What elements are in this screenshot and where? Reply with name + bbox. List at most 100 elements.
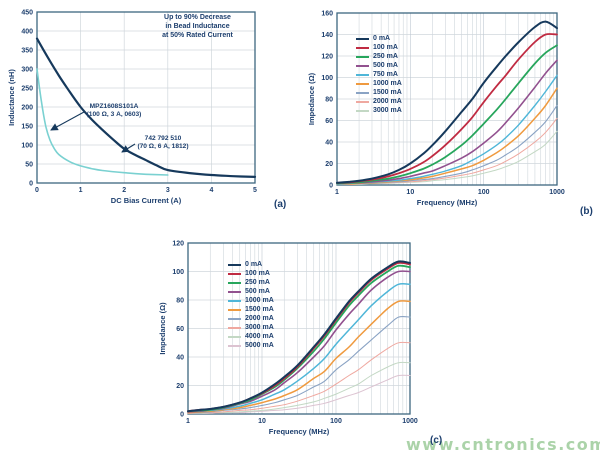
legend-item-750-mA: 750 mA xyxy=(356,70,402,79)
plot-border xyxy=(336,12,558,186)
chart-a-plot: 0 50 100 150 200 250 300 350 400 450 0 1 2 3 4 5 DC Bias… xyxy=(7,10,257,206)
legend-label: 2000 mA xyxy=(245,315,274,322)
legend-swatch xyxy=(228,308,241,311)
y-tick-label: 40 xyxy=(325,140,333,147)
legend-item-0-mA: 0 mA xyxy=(356,34,402,43)
legend-label: 1000 mA xyxy=(245,297,274,304)
x-axis-label: DC Bias Current (A) xyxy=(111,196,182,205)
x-axis-label: Frequency (MHz) xyxy=(417,198,478,207)
series-742-792-510-70-6-a-1812- xyxy=(35,37,257,178)
y-tick-label: 350 xyxy=(21,48,33,55)
legend-label: 500 mA xyxy=(245,288,270,295)
annotation-arrow xyxy=(121,143,136,153)
x-tick-label: 1000 xyxy=(402,418,418,425)
y-tick-label: 120 xyxy=(172,241,184,248)
legend-label: 100 mA xyxy=(245,270,270,277)
legend-swatch xyxy=(356,109,369,112)
legend-label: 250 mA xyxy=(245,279,270,286)
legend-swatch xyxy=(356,46,369,49)
legend-label: 500 mA xyxy=(373,62,398,69)
y-tick-label: 450 xyxy=(21,10,33,17)
legend-label: 1500 mA xyxy=(245,306,274,313)
legend-swatch xyxy=(356,91,369,94)
x-tick-label: 1 xyxy=(186,418,190,425)
x-tick-label: 100 xyxy=(330,418,342,425)
legend-swatch xyxy=(228,290,241,293)
y-tick-label: 60 xyxy=(325,118,333,125)
chart-b-legend: 0 mA 100 mA 250 mA 500 mA 750 mA 1000 mA 1500 … xyxy=(356,34,402,115)
series-500-ma xyxy=(336,59,558,185)
legend-item-250-mA: 250 mA xyxy=(228,278,274,287)
chart-c: 0 20 40 60 80 100 120 1 10 100 1000 Frequency (MHz)… xyxy=(150,231,450,462)
x-tick-label: 10 xyxy=(258,418,266,425)
chart-a: 0 50 100 150 200 250 300 350 400 450 0 1 2 3 4 5 DC Bias… xyxy=(0,0,300,225)
legend-swatch xyxy=(228,281,241,284)
y-tick-label: 150 xyxy=(21,124,33,131)
y-axis-label: Impedance (Ω) xyxy=(158,302,167,355)
x-tick-label: 10 xyxy=(406,189,414,196)
series-0-ma xyxy=(336,20,558,184)
legend-item-100-mA: 100 mA xyxy=(356,43,402,52)
legend-label: 1000 mA xyxy=(373,80,402,87)
x-tick-label: 1000 xyxy=(549,189,565,196)
y-tick-label: 80 xyxy=(325,97,333,104)
y-tick-label: 20 xyxy=(325,161,333,168)
series-250-ma xyxy=(336,44,558,185)
y-tick-label: 100 xyxy=(21,143,33,150)
series-mpz1608s101a-100-3-a-0603- xyxy=(36,68,169,176)
legend-item-1500-mA: 1500 mA xyxy=(356,88,402,97)
y-tick-label: 300 xyxy=(21,67,33,74)
chart-c-legend: 0 mA 100 mA 250 mA 500 mA 1000 mA 1500 mA 2000… xyxy=(228,260,274,350)
legend-swatch xyxy=(356,100,369,103)
series-500-ma xyxy=(187,270,411,413)
y-tick-label: 200 xyxy=(21,105,33,112)
chart-b-sublabel: (b) xyxy=(580,206,593,217)
y-tick-label: 100 xyxy=(321,75,333,82)
y-tick-label: 0 xyxy=(29,181,33,188)
x-tick-label: 2 xyxy=(122,187,126,194)
legend-item-2000-mA: 2000 mA xyxy=(228,314,274,323)
legend-item-3000-mA: 3000 mA xyxy=(228,323,274,332)
chart-c-sublabel: (c) xyxy=(430,435,443,446)
y-axis-label: Inductance (nH) xyxy=(7,69,16,126)
y-tick-label: 140 xyxy=(321,32,333,39)
x-tick-label: 5 xyxy=(253,187,257,194)
legend-swatch xyxy=(228,299,241,302)
x-tick-label: 1 xyxy=(79,187,83,194)
x-tick-label: 0 xyxy=(35,187,39,194)
legend-swatch xyxy=(228,263,241,266)
watermark: www.cntronics.com xyxy=(406,435,600,454)
legend-item-250-mA: 250 mA xyxy=(356,52,402,61)
legend-swatch xyxy=(228,335,241,338)
y-tick-label: 0 xyxy=(329,183,333,190)
legend-label: 5000 mA xyxy=(245,342,274,349)
x-tick-label: 4 xyxy=(209,187,213,194)
legend-swatch xyxy=(228,272,241,275)
series-4000-ma xyxy=(187,361,411,414)
y-tick-label: 40 xyxy=(176,355,184,362)
plot-border xyxy=(36,11,256,184)
legend-label: 0 mA xyxy=(245,261,263,268)
legend-item-2000-mA: 2000 mA xyxy=(356,97,402,106)
legend-label: 3000 mA xyxy=(373,107,402,114)
legend-item-500-mA: 500 mA xyxy=(356,61,402,70)
y-tick-label: 0 xyxy=(180,412,184,419)
legend-swatch xyxy=(356,55,369,58)
chart-a-annotation-742-792-510: 742 792 510 (70 Ω, 6 A, 1812) xyxy=(137,135,189,151)
y-tick-label: 50 xyxy=(25,162,33,169)
legend-label: 2000 mA xyxy=(373,98,402,105)
legend-item-0-mA: 0 mA xyxy=(228,260,274,269)
legend-swatch xyxy=(356,64,369,67)
y-axis-label: Impedance (Ω) xyxy=(307,72,316,125)
legend-item-3000-mA: 3000 mA xyxy=(356,106,402,115)
y-tick-label: 120 xyxy=(321,54,333,61)
chart-a-annotation-mpz1608s101a: MPZ1608S101A (100 Ω, 3 A, 0603) xyxy=(86,103,142,119)
legend-item-500-mA: 500 mA xyxy=(228,287,274,296)
x-tick-label: 100 xyxy=(478,189,490,196)
chart-b: 0 20 40 60 80 100 120 140 160 1 10 100 1000 Frequency… xyxy=(300,0,600,225)
x-tick-label: 3 xyxy=(166,187,170,194)
legend-swatch xyxy=(228,317,241,320)
legend-label: 3000 mA xyxy=(245,324,274,331)
